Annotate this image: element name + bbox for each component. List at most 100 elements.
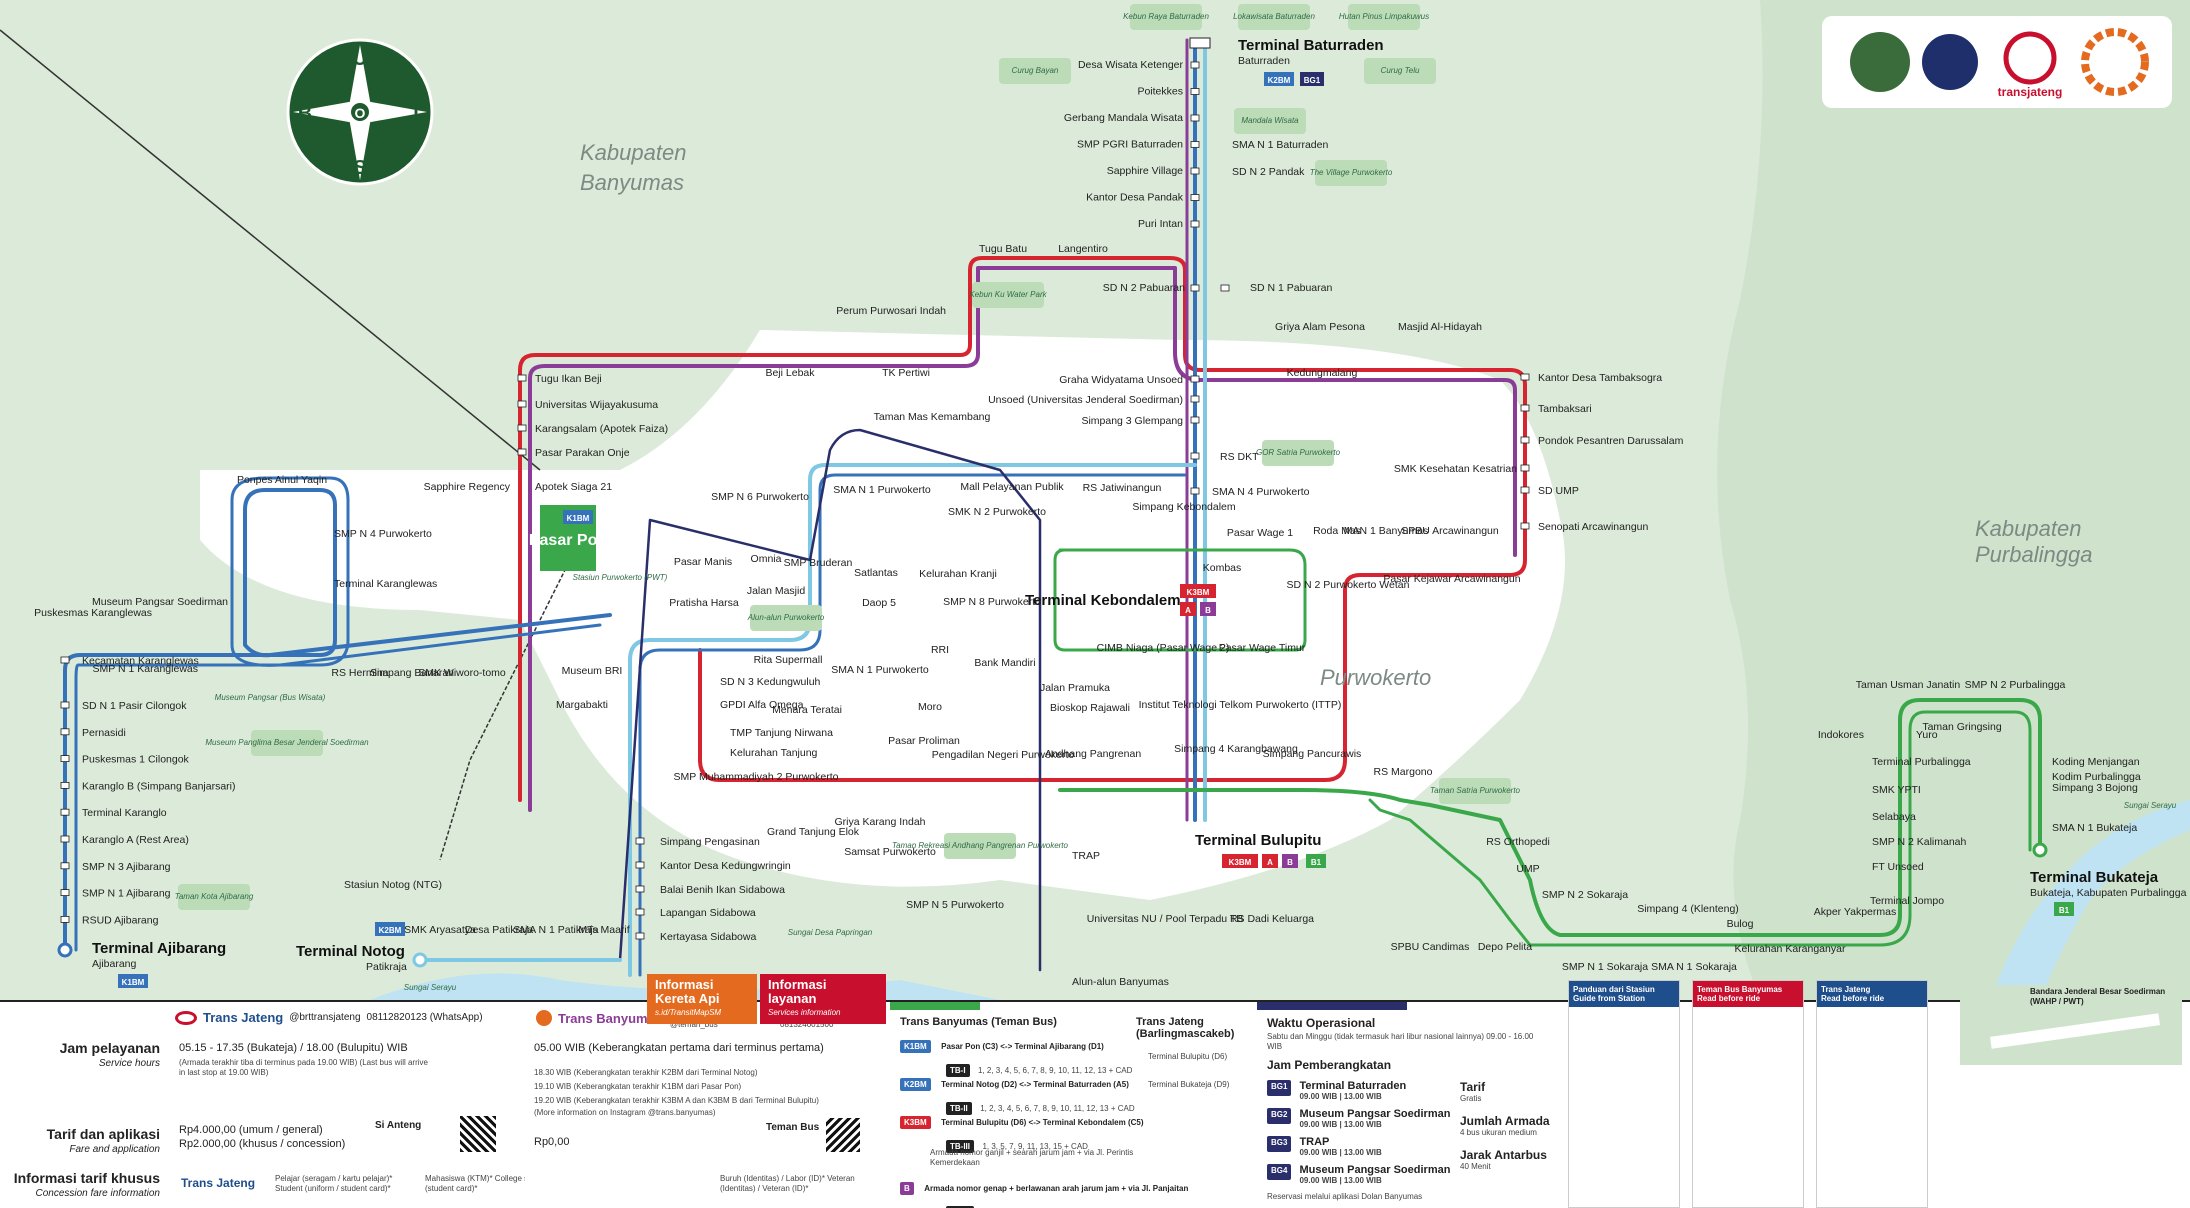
label-tarif: Tarif dan aplikasi Fare and application	[46, 1126, 160, 1155]
station-stop[interactable]	[1520, 404, 1530, 412]
station-label: SMA N 1 Purwokerto	[831, 664, 929, 676]
station-label: Simpang Pengasinan	[660, 836, 760, 848]
terminal-notog-name: Terminal Notog	[296, 943, 405, 960]
route-b1-return	[1368, 710, 2032, 947]
trans-jateng-wa[interactable]: 08112820123 (WhatsApp)	[366, 1012, 483, 1023]
station-label: Puskesmas Karanglewas	[34, 607, 152, 619]
station-label: MTs Maarif	[578, 924, 629, 936]
trans-banyumas-social2[interactable]: @teman_bus	[670, 1020, 718, 1029]
trans-jateng-app[interactable]: Si Anteng	[375, 1120, 422, 1131]
trans-banyumas-phone2[interactable]: 081324001500	[780, 1020, 834, 1029]
station-label: SD N 2 Purwokerto Wetan	[1287, 579, 1410, 591]
station-stop[interactable]	[60, 701, 70, 709]
tb-fare: Rp0,00	[534, 1136, 570, 1148]
airport-block: Bandara Jenderal Besar Soedirman (WAHP /…	[1960, 985, 2182, 1065]
station-stop[interactable]	[517, 400, 527, 408]
station-stop[interactable]	[1190, 88, 1200, 95]
route-k3bm-purple	[528, 266, 1517, 812]
landmark-box	[1262, 440, 1334, 466]
station-label: SD N 2 Pandak	[1232, 166, 1305, 178]
station-stop[interactable]	[1190, 141, 1200, 148]
station-stop[interactable]	[1190, 220, 1200, 228]
station-stop[interactable]	[1190, 61, 1200, 69]
trans-jateng-social[interactable]: @brttransjateng	[289, 1012, 361, 1023]
terminal-baturraden[interactable]: Terminal Baturraden Baturraden K2BM BG1	[1189, 37, 1384, 86]
station-stop[interactable]	[1520, 373, 1530, 381]
guide-transjateng-title: Trans Jateng Read before ride	[1817, 981, 1927, 1007]
guide-card-station[interactable]: Panduan dari Stasiun Guide from Station	[1568, 980, 1680, 1208]
station-label: Margabakti	[556, 699, 608, 711]
station-stop[interactable]	[60, 862, 70, 870]
region-banyumas-1: Kabupaten	[580, 140, 686, 165]
station-stop[interactable]	[517, 448, 527, 456]
station-stop[interactable]	[1520, 436, 1530, 444]
station-stop[interactable]	[60, 755, 70, 762]
station-label: TRAP	[1072, 850, 1100, 862]
station-label: Terminal Jompo	[1870, 895, 1944, 907]
station-stop[interactable]	[517, 424, 527, 432]
station-stop[interactable]	[635, 932, 645, 940]
landmark-label: Curug Telu	[1381, 66, 1420, 75]
station-label: Apotek Siaga 21	[535, 481, 612, 493]
station-label: Senopati Arcawinangun	[1538, 521, 1648, 533]
station-stop[interactable]	[60, 728, 70, 736]
qr-code-icon[interactable]	[460, 1116, 496, 1152]
wisata-armada: Jumlah Armada	[1460, 1114, 1550, 1128]
terminal-notog[interactable]: Terminal Notog Patikraja K2BM	[296, 922, 428, 973]
station-stop[interactable]	[60, 782, 70, 789]
terminal-bulupitu[interactable]: Terminal Bulupitu K3BM A B B1	[1195, 832, 1326, 868]
station-stop[interactable]	[1190, 375, 1200, 383]
guide-card-temanbus[interactable]: Teman Bus Banyumas Read before ride	[1692, 980, 1804, 1208]
station-stop[interactable]	[635, 885, 645, 893]
station-label: Indokores	[1818, 729, 1864, 741]
station-stop[interactable]	[635, 908, 645, 916]
station-stop[interactable]	[635, 861, 645, 869]
station-stop[interactable]	[60, 808, 70, 816]
station-label: Beji Lebak	[765, 367, 815, 379]
station-stop[interactable]	[1190, 452, 1200, 460]
tb-app[interactable]: Teman Bus	[766, 1122, 820, 1133]
station-stop[interactable]	[1190, 114, 1200, 122]
panel-trans-jateng: Trans Jateng @brttransjateng 08112820123…	[175, 1002, 525, 1208]
wisata-reservasi[interactable]: Reservasi melalui aplikasi Dolan Banyuma…	[1267, 1192, 1423, 1201]
guide-card-transjateng[interactable]: Trans Jateng Read before ride	[1816, 980, 1928, 1208]
landmark-label: Taman Satria Purwokerto	[1430, 786, 1521, 795]
station-stop[interactable]	[1190, 167, 1200, 175]
route-k3bm-red	[518, 256, 1527, 802]
station-stop[interactable]	[1520, 486, 1530, 494]
station-stop[interactable]	[60, 835, 70, 843]
station-stop[interactable]	[1190, 194, 1200, 201]
landmark-label: Mandala Wisata	[1241, 116, 1299, 125]
station-label: TK Pertiwi	[882, 367, 930, 379]
kereta-title[interactable]: Informasi Kereta Api s.id/TransitMapSM	[647, 974, 757, 1024]
badge-k2bm: K2BM	[1268, 76, 1291, 85]
station-stop[interactable]	[60, 916, 70, 923]
station-stop[interactable]	[1520, 464, 1530, 472]
station-stop[interactable]	[517, 374, 527, 382]
station-stop[interactable]	[60, 656, 70, 664]
station-stop[interactable]	[1190, 395, 1200, 403]
station-label: Kombas	[1203, 562, 1242, 574]
wisata-place: Museum Pangsar Soedirman	[1299, 1108, 1451, 1120]
terminal-kebondalem[interactable]: Terminal Kebondalem K3BM A B	[1025, 584, 1216, 616]
route-desc: Terminal Notog (D2) <-> Terminal Baturra…	[941, 1080, 1129, 1089]
qr-code-tb-icon[interactable]	[826, 1118, 860, 1152]
station-stop[interactable]	[1220, 284, 1230, 292]
station-label: Kantor Desa Kedungwringin	[660, 860, 791, 872]
station-label: RS Jatiwinangun	[1083, 482, 1162, 494]
wisata-place: TRAP	[1299, 1136, 1330, 1148]
station-stop[interactable]	[1190, 487, 1200, 495]
station-label: Karanglo B (Simpang Banjarsari)	[82, 780, 236, 792]
terminal-ajibarang[interactable]: Terminal Ajibarang Ajibarang K1BM	[57, 940, 226, 988]
landmark-box	[251, 730, 323, 756]
station-stop[interactable]	[1190, 284, 1200, 292]
station-label: SD UMP	[1538, 485, 1579, 497]
station-stop[interactable]	[1190, 416, 1200, 424]
station-stop[interactable]	[60, 889, 70, 896]
terminal-bukateja[interactable]: Terminal Bukateja Bukateja, Kabupaten Pu…	[2030, 842, 2187, 916]
pasar-pon-hub[interactable]: Pasar Pon K1BM	[529, 505, 607, 571]
station-label: Pasar Wage Timur	[1219, 642, 1306, 654]
station-label: Simpang 3 Glempang	[1081, 415, 1183, 427]
station-stop[interactable]	[1520, 522, 1530, 530]
station-stop[interactable]	[635, 837, 645, 845]
